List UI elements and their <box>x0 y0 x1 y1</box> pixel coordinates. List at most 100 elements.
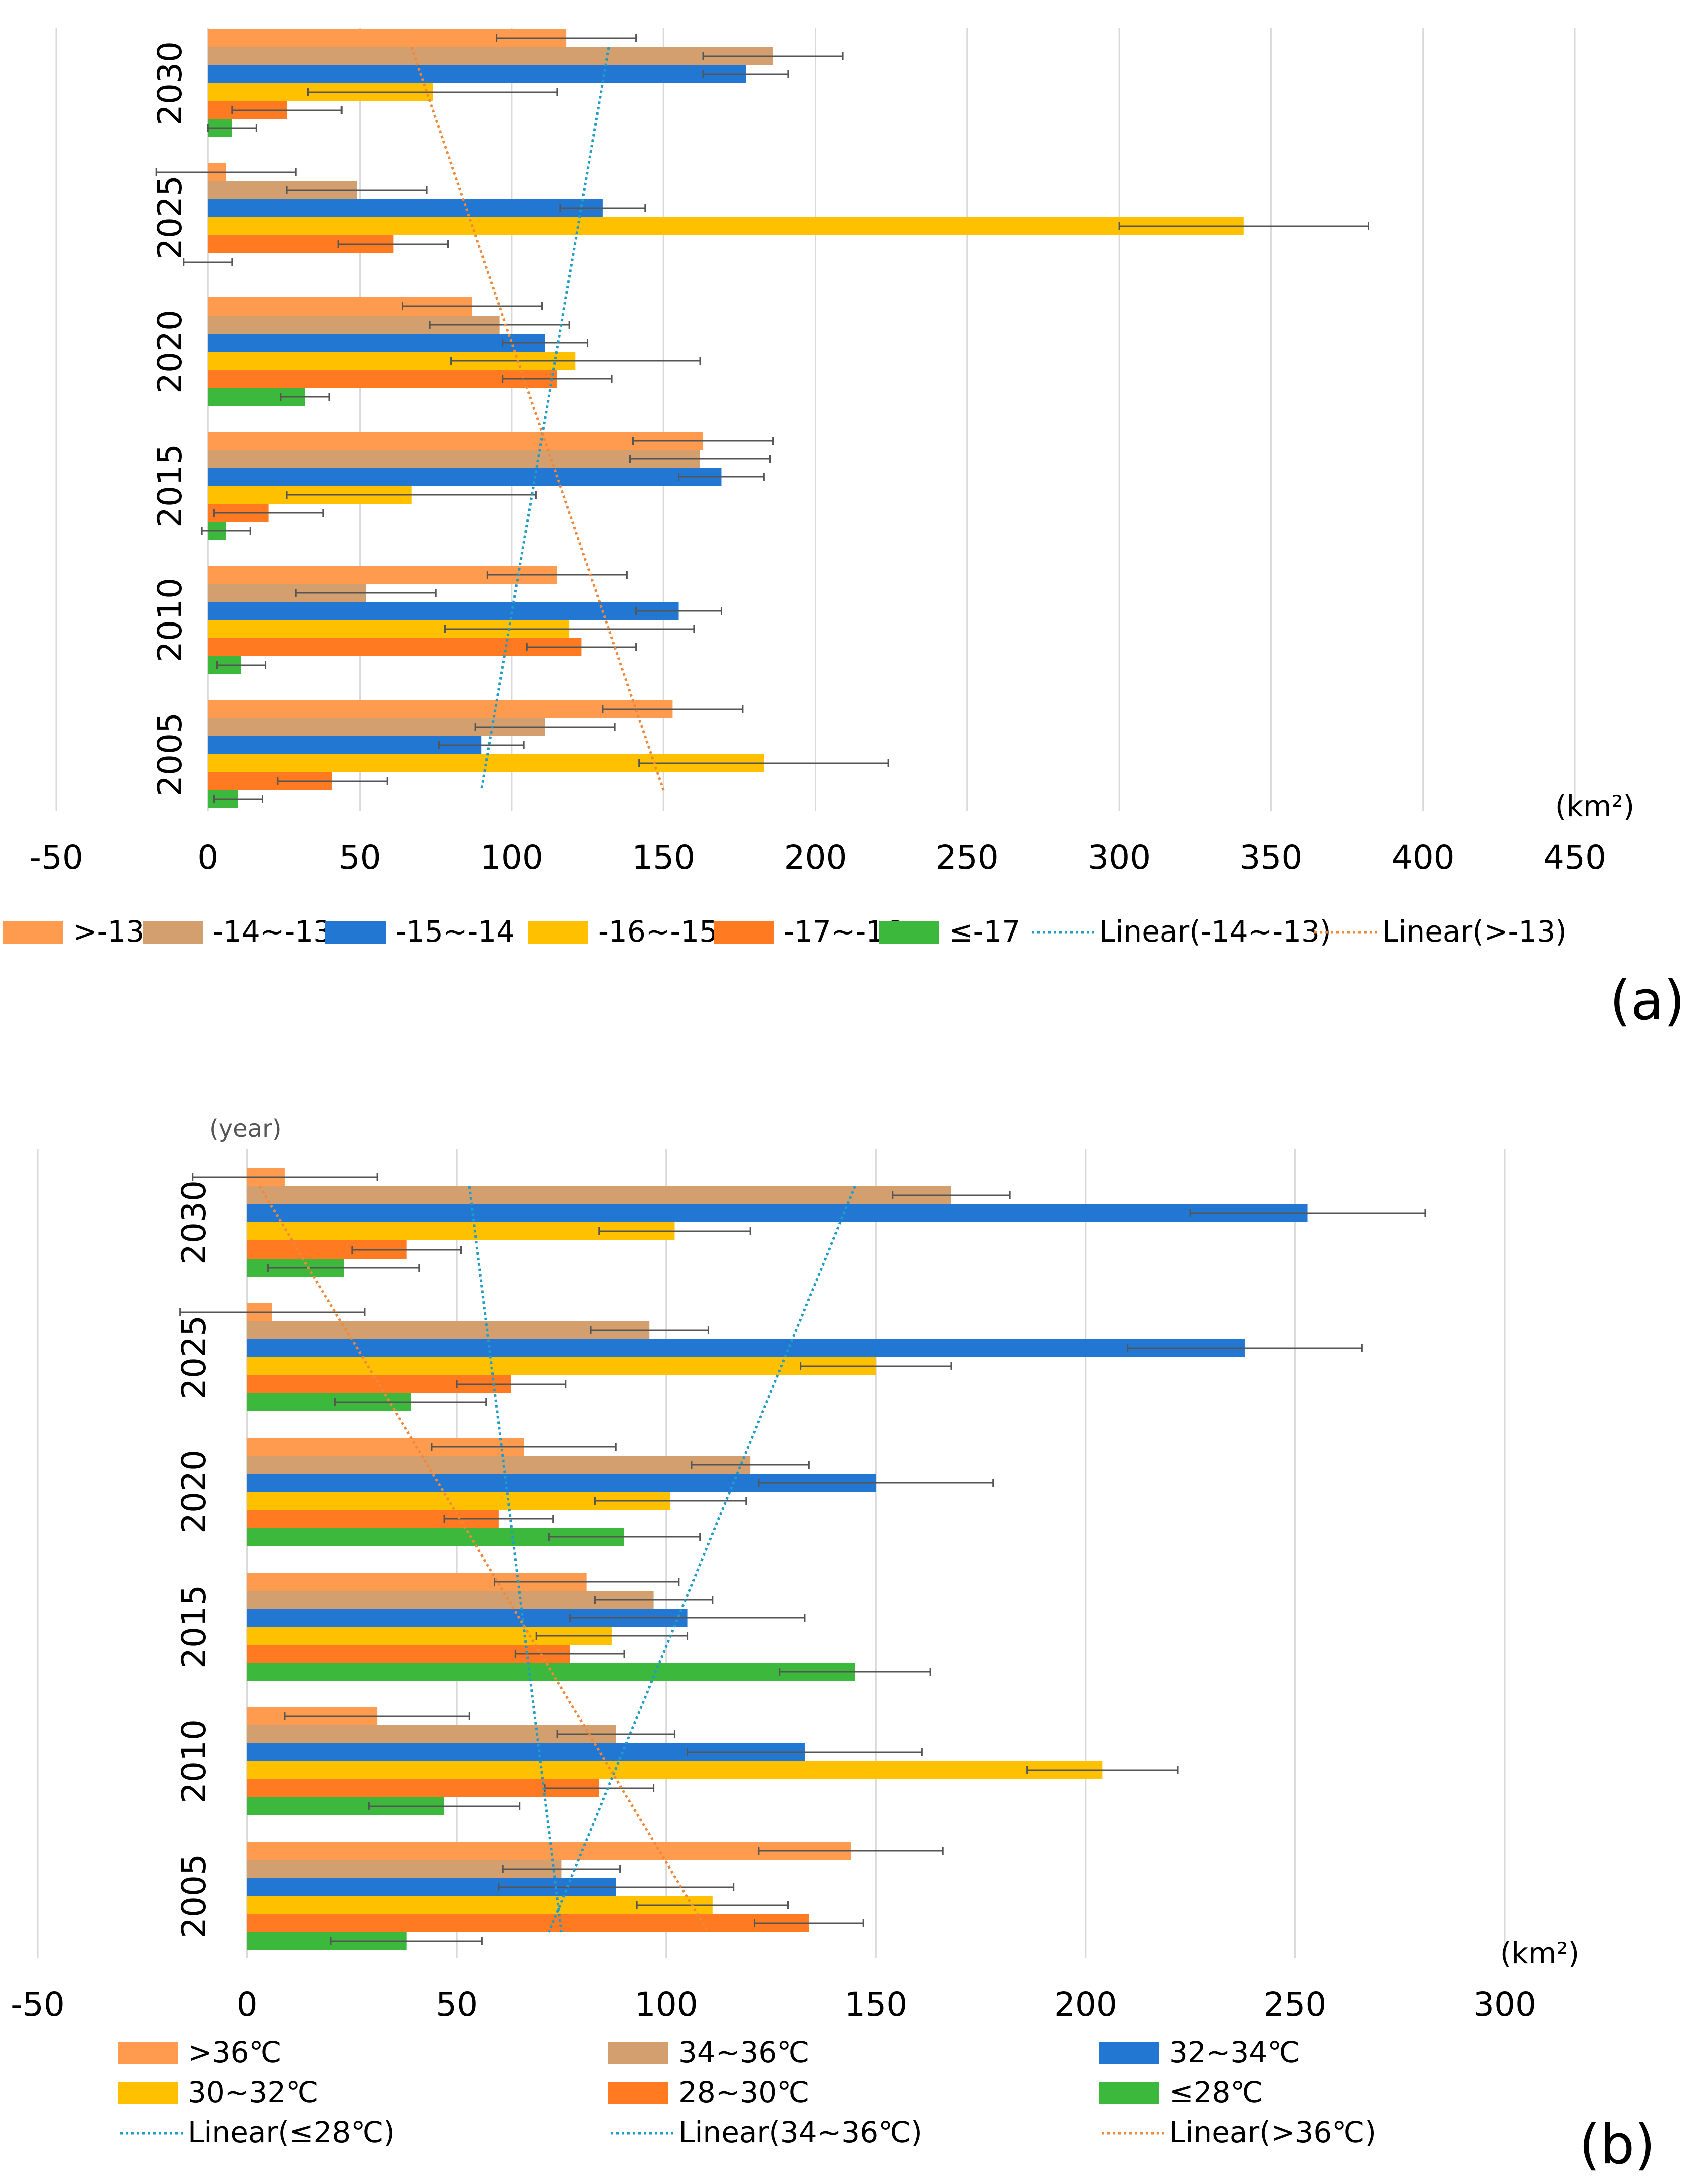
error-bar <box>307 88 558 96</box>
error-bar <box>548 1533 701 1541</box>
error-bar <box>213 795 263 803</box>
x-tick-label: 50 <box>339 838 381 877</box>
error-bar <box>1189 1209 1426 1217</box>
error-bar <box>155 168 297 176</box>
error-bar <box>216 661 267 669</box>
y-tick-label: 2015 <box>175 1585 213 1669</box>
bar <box>247 1204 1308 1222</box>
legend-swatch <box>879 921 939 944</box>
legend-label: 34~36℃ <box>678 2035 809 2069</box>
y-tick-label: 2020 <box>175 1450 213 1534</box>
legend-label: 32~34℃ <box>1169 2035 1300 2069</box>
y-tick-label: 2005 <box>175 1854 213 1938</box>
error-bar <box>183 258 233 266</box>
bar <box>247 1725 616 1743</box>
chart-panel-b: -50 0 50 100 150 200 250 300 (km²) (year) 2030 2025… <box>11 1115 1655 2176</box>
x-tick-label: 100 <box>480 838 543 877</box>
bar <box>208 638 582 656</box>
error-bar <box>569 1614 806 1622</box>
bar <box>247 1842 851 1860</box>
bar <box>208 700 673 718</box>
legend-label: Linear(-14~-13) <box>1099 914 1331 949</box>
error-bar <box>502 375 613 383</box>
error-bar <box>758 1479 994 1487</box>
x-tick-label: 250 <box>936 838 999 877</box>
error-bar <box>598 1227 751 1235</box>
legend-label: -16~-15 <box>598 914 718 949</box>
x-tick-label: 50 <box>436 1985 478 2024</box>
legend-swatch <box>118 2042 178 2064</box>
error-bar <box>559 204 646 212</box>
legend-label: Linear(34~36℃) <box>678 2115 922 2149</box>
bar <box>208 468 722 486</box>
error-bar <box>295 589 437 597</box>
unit-label: (km²) <box>1555 789 1635 823</box>
y-tick-label: 2015 <box>151 444 189 528</box>
bar <box>247 1357 876 1375</box>
error-bar <box>1127 1344 1363 1352</box>
legend: >36℃ 34~36℃ 32~34℃ 30~32℃ 28~30℃ ≤28℃ Linear(≤… <box>118 2035 1376 2149</box>
error-bar <box>402 302 543 310</box>
y-tick-label: 2025 <box>175 1315 213 1399</box>
bar <box>208 47 773 65</box>
x-tick-label: 450 <box>1543 838 1606 877</box>
y-tick-label: 2010 <box>151 578 189 662</box>
error-bar <box>892 1191 1011 1199</box>
error-bar <box>207 124 257 132</box>
bar <box>247 1761 1103 1779</box>
error-bar <box>556 1730 675 1738</box>
legend-label: Linear(>36℃) <box>1169 2115 1376 2149</box>
error-bar <box>192 1173 378 1181</box>
x-tick-label: 200 <box>1054 1985 1117 2024</box>
y-tick-label: 2030 <box>151 41 189 125</box>
unit-label: (km²) <box>1500 1936 1580 1970</box>
bar <box>247 1456 751 1474</box>
error-bar <box>594 1497 747 1505</box>
error-bar <box>594 1596 714 1604</box>
legend-swatch <box>608 2042 668 2064</box>
x-tick-label: 400 <box>1392 838 1455 877</box>
error-bar <box>334 1398 487 1406</box>
error-bar <box>438 741 525 749</box>
error-bar <box>429 321 570 329</box>
error-bar <box>702 70 789 78</box>
error-bar <box>443 1515 554 1523</box>
error-bar <box>635 607 722 615</box>
error-bar <box>337 240 449 248</box>
error-bar <box>474 723 616 731</box>
error-bar <box>286 491 537 499</box>
x-tick-label: 200 <box>784 838 847 877</box>
legend-label: >36℃ <box>188 2035 282 2069</box>
error-bar <box>486 571 628 579</box>
legend-label: ≤28℃ <box>1169 2075 1263 2109</box>
x-tick-label: -50 <box>11 1985 65 2024</box>
trendlines <box>258 1185 856 1933</box>
legend-swatch <box>143 921 203 944</box>
error-bar <box>779 1668 931 1676</box>
legend-swatch <box>528 921 588 944</box>
x-tick-label: 300 <box>1088 838 1151 877</box>
error-bar <box>498 1883 735 1891</box>
error-bar <box>678 473 765 481</box>
x-tick-label: 300 <box>1473 1985 1536 2024</box>
trendline <box>480 47 610 791</box>
bar <box>247 1186 951 1204</box>
error-bar <box>431 1443 617 1451</box>
error-bar <box>213 509 324 517</box>
error-bar <box>691 1461 810 1469</box>
legend-swatch <box>608 2082 668 2104</box>
bar <box>247 1591 654 1609</box>
bar <box>247 1663 855 1681</box>
panel-label: (a) <box>1610 970 1685 1032</box>
error-bar <box>632 437 774 445</box>
error-bar <box>330 1937 483 1945</box>
error-bar <box>702 52 844 60</box>
error-bar <box>456 1380 567 1388</box>
error-bar <box>450 357 701 365</box>
trendline <box>468 1186 563 1933</box>
legend-swatch <box>1099 2042 1159 2064</box>
bar <box>208 199 603 217</box>
legend-label: -15~-14 <box>396 914 515 949</box>
x-tick-label: -50 <box>29 838 83 877</box>
error-bar <box>535 1632 689 1640</box>
